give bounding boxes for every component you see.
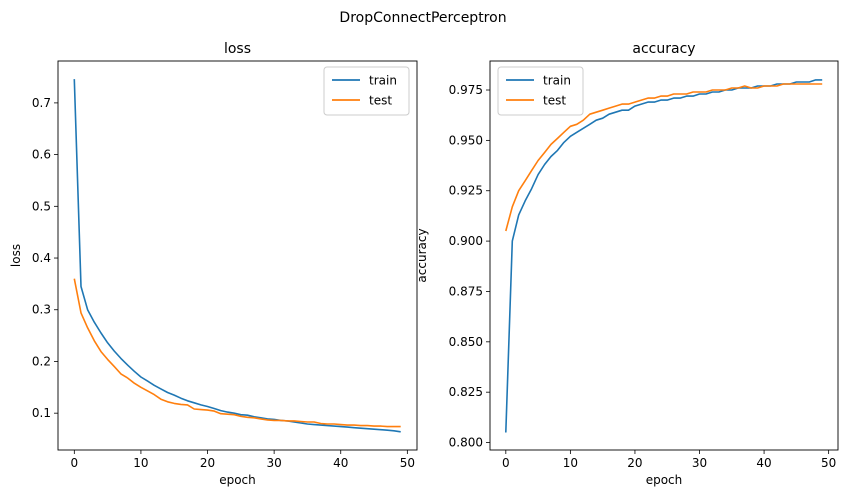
x-tick-label: 10	[133, 456, 148, 470]
y-tick-label: 0.5	[32, 199, 51, 213]
x-tick-label: 50	[400, 456, 415, 470]
subplot-title: accuracy	[632, 41, 695, 57]
x-tick-label: 0	[502, 456, 510, 470]
x-axis-label: epoch	[219, 473, 256, 487]
legend-label-test: test	[543, 94, 566, 108]
subplot-title: loss	[224, 41, 251, 57]
figure-title: DropConnectPerceptron	[339, 10, 506, 26]
y-tick-label: 0.1	[32, 406, 51, 420]
y-tick-label: 0.850	[449, 335, 483, 349]
series-line-train	[505, 79, 823, 433]
y-axis-label: accuracy	[415, 228, 429, 282]
y-tick-label: 0.925	[449, 184, 483, 198]
y-tick-label: 0.2	[32, 354, 51, 368]
y-tick-label: 0.6	[32, 148, 51, 162]
legend-box	[323, 66, 410, 116]
y-axis-label: loss	[9, 244, 23, 267]
y-tick-label: 0.825	[449, 385, 483, 399]
legend-label-train: train	[369, 74, 397, 88]
legend: train test	[323, 66, 410, 116]
x-tick-label: 10	[563, 456, 578, 470]
legend-box	[497, 66, 584, 116]
accuracy-subplot: accuracy 0 10 20 30 40 50 0.800 0.825 0.850 0.875 0…	[415, 41, 839, 487]
y-tick-label: 0.975	[449, 83, 483, 97]
y-tick-label: 0.3	[32, 303, 51, 317]
loss-subplot: loss 0 10 20 30 40 50 0.1 0.2 0.3 0.4 0.5 0.6 0.7 epoc…	[9, 41, 418, 487]
x-tick-label: 0	[70, 456, 78, 470]
y-tick-label: 0.950	[449, 133, 483, 147]
y-tick-label: 0.7	[32, 96, 51, 110]
x-tick-label: 20	[627, 456, 642, 470]
y-tick-label: 0.900	[449, 234, 483, 248]
x-tick-label: 30	[266, 456, 281, 470]
series-line-train	[73, 79, 401, 433]
series-line-test	[73, 278, 401, 428]
x-axis-label: epoch	[646, 473, 683, 487]
x-tick-label: 20	[200, 456, 215, 470]
y-tick-label: 0.875	[449, 284, 483, 298]
axes-frame	[57, 60, 418, 451]
x-tick-label: 40	[333, 456, 348, 470]
x-tick-label: 50	[821, 456, 836, 470]
x-tick-label: 40	[756, 456, 771, 470]
legend-label-train: train	[543, 74, 571, 88]
axes-frame	[489, 60, 839, 451]
legend: train test	[497, 66, 584, 116]
legend-label-test: test	[369, 94, 392, 108]
y-tick-label: 0.4	[32, 251, 51, 265]
series-line-test	[505, 83, 823, 232]
x-tick-label: 30	[692, 456, 707, 470]
y-tick-label: 0.800	[449, 436, 483, 450]
